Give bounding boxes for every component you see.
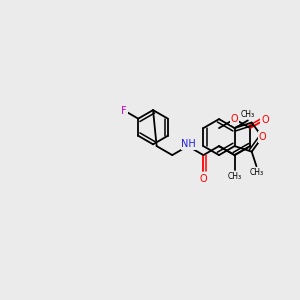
Text: O: O [259, 132, 266, 142]
Text: CH₃: CH₃ [241, 110, 255, 118]
Text: NH: NH [181, 139, 196, 149]
Text: O: O [261, 115, 269, 124]
Text: CH₃: CH₃ [227, 172, 242, 181]
Text: O: O [231, 114, 239, 124]
Text: CH₃: CH₃ [249, 168, 263, 177]
Text: O: O [200, 174, 207, 184]
Text: F: F [122, 106, 127, 116]
